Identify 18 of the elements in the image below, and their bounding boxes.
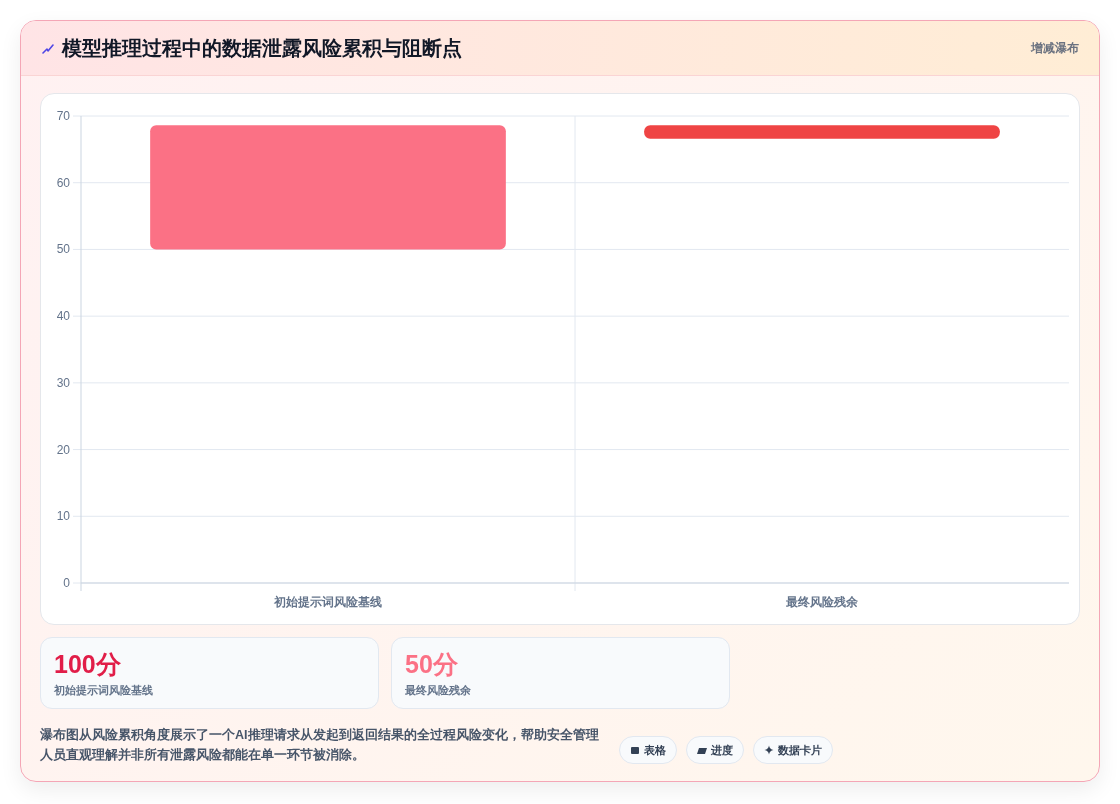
text: 表格 — [644, 742, 666, 758]
chart-title: 模型推理过程中的数据泄露风险累积与阻断点 — [62, 36, 462, 61]
y-tick-label: 70 — [56, 109, 71, 123]
text: 初始提示词风险基线 — [54, 683, 153, 698]
y-tick-label: 30 — [56, 375, 71, 390]
y-tick-label: 0 — [63, 576, 71, 590]
text: 进度 — [711, 742, 733, 758]
y-tick-label: 20 — [56, 442, 71, 457]
y-tick-label: 50 — [56, 242, 71, 257]
y-tick-label: 40 — [56, 309, 71, 324]
text: 50分 — [405, 649, 458, 680]
y-tick-label: 60 — [56, 175, 71, 190]
text: 100分 — [54, 649, 121, 680]
text: 最终风险残余 — [405, 683, 471, 698]
text: 增减瀑布 — [1031, 40, 1079, 57]
text: 瀑布图从风险累积角度展示了一个AI推理请求从发起到返回结果的全过程风险变化，帮助安全管理人员直观理解并非所有泄露风险都能在单一环节被消除。 — [40, 726, 600, 764]
text: 数据卡片 — [778, 742, 822, 758]
y-tick-label: 10 — [56, 509, 71, 524]
